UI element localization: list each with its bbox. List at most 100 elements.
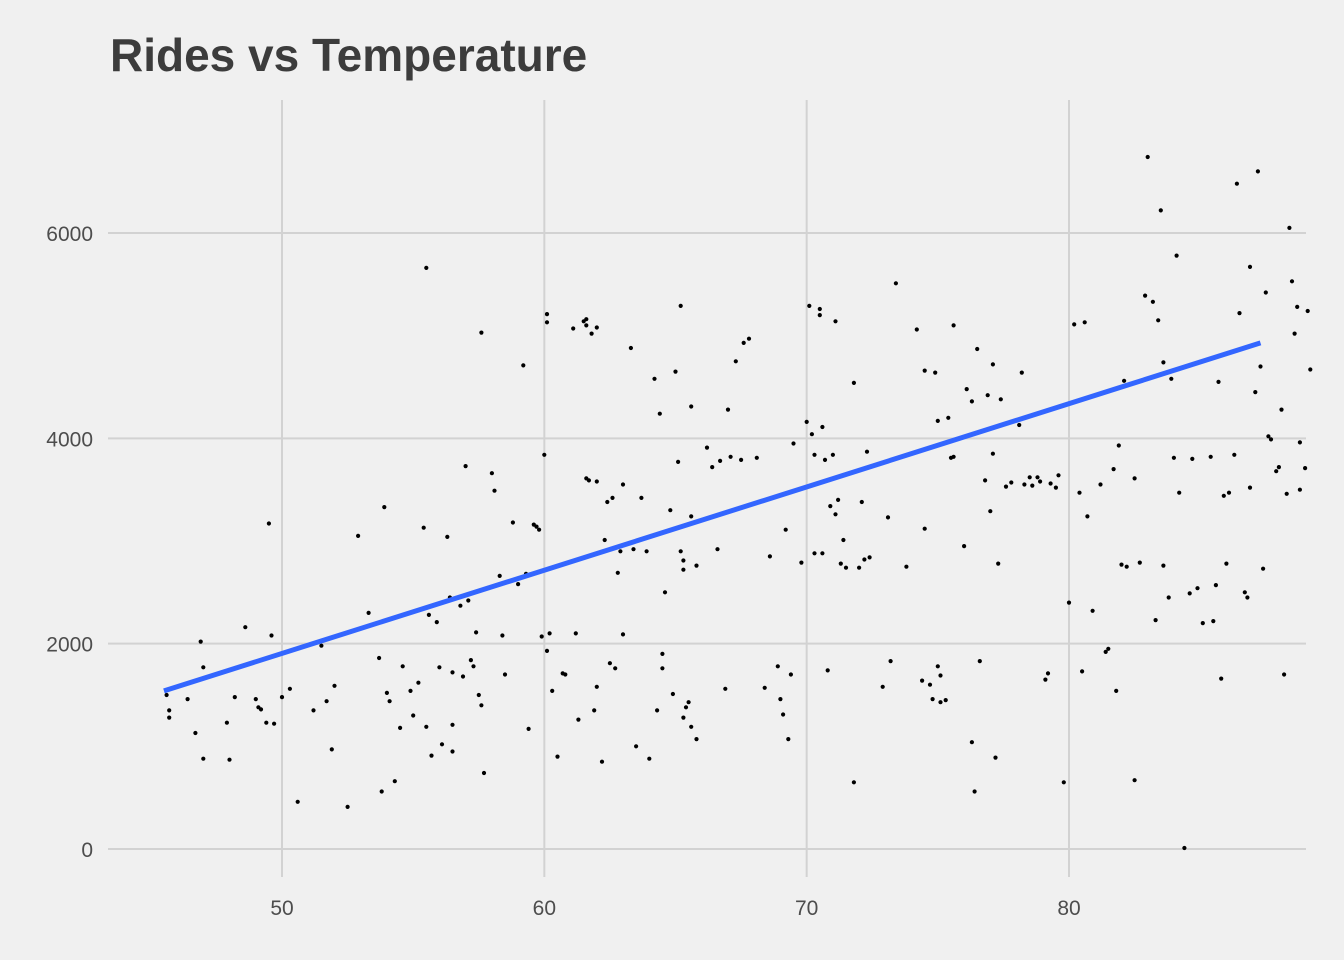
- data-point-289: [1247, 485, 1253, 490]
- data-point-187: [880, 684, 885, 689]
- data-point-130: [681, 567, 686, 572]
- data-point-109: [620, 632, 626, 637]
- data-point-100: [594, 684, 599, 689]
- data-point-177: [838, 561, 843, 566]
- data-point-179: [843, 565, 849, 570]
- data-point-217: [988, 509, 993, 514]
- data-point-52: [450, 670, 455, 675]
- data-point-2: [167, 715, 172, 720]
- data-point-133: [686, 700, 691, 705]
- data-point-16: [266, 521, 271, 526]
- data-point-200: [935, 664, 940, 669]
- data-point-310: [1308, 367, 1313, 372]
- data-point-309: [1305, 308, 1310, 314]
- data-point-257: [1143, 293, 1148, 298]
- data-point-274: [1200, 621, 1205, 626]
- data-point-294: [1263, 290, 1268, 295]
- data-point-222: [998, 397, 1003, 402]
- data-point-186: [867, 555, 872, 560]
- data-point-153: [775, 664, 780, 669]
- data-point-168: [820, 424, 825, 430]
- data-point-277: [1213, 583, 1218, 588]
- data-point-239: [1072, 322, 1077, 327]
- data-point-11: [243, 625, 248, 630]
- data-point-206: [951, 323, 956, 328]
- data-point-302: [1287, 225, 1292, 230]
- data-point-250: [1116, 443, 1121, 448]
- data-point-154: [778, 697, 783, 702]
- data-point-234: [1048, 481, 1053, 486]
- data-point-171: [825, 668, 830, 673]
- data-point-199: [935, 418, 940, 423]
- data-point-305: [1295, 304, 1300, 309]
- y-tick-label-2000: 2000: [46, 634, 93, 657]
- data-point-308: [1303, 466, 1308, 471]
- data-point-211: [969, 740, 975, 745]
- data-point-98: [594, 325, 599, 330]
- data-point-243: [1085, 514, 1090, 519]
- data-point-226: [1019, 370, 1024, 375]
- data-point-122: [662, 590, 668, 595]
- data-point-165: [812, 452, 817, 457]
- data-point-160: [799, 560, 804, 565]
- data-point-47: [437, 665, 442, 670]
- data-point-166: [817, 306, 822, 312]
- data-point-300: [1282, 672, 1287, 677]
- axis-tick-labels: 50 60 70 80 0 2000 4000 6000: [46, 223, 1080, 920]
- data-point-116: [647, 756, 652, 761]
- data-point-292: [1258, 364, 1263, 369]
- data-point-159: [791, 441, 796, 446]
- data-point-26: [332, 683, 337, 688]
- data-point-96: [589, 331, 594, 336]
- data-point-97: [592, 708, 597, 713]
- data-point-174: [833, 512, 838, 517]
- data-point-299: [1279, 407, 1284, 412]
- data-point-6: [201, 665, 206, 670]
- data-point-105: [610, 495, 615, 500]
- data-point-49: [445, 534, 450, 540]
- data-point-144: [725, 407, 731, 412]
- data-point-193: [920, 678, 925, 683]
- data-point-281: [1224, 561, 1229, 566]
- data-point-132: [683, 705, 689, 710]
- data-point-54: [458, 603, 463, 608]
- data-point-27: [345, 804, 350, 810]
- data-point-81: [544, 320, 550, 325]
- data-point-57: [466, 598, 471, 603]
- data-point-285: [1237, 311, 1242, 316]
- data-point-178: [841, 537, 846, 543]
- x-tick-label-50: 50: [270, 897, 293, 920]
- data-point-29: [366, 610, 371, 616]
- data-point-219: [990, 362, 996, 367]
- data-point-258: [1145, 154, 1150, 160]
- data-point-301: [1284, 491, 1289, 496]
- data-point-135: [689, 514, 694, 519]
- data-point-279: [1219, 676, 1224, 681]
- data-point-181: [851, 380, 857, 385]
- data-point-242: [1082, 320, 1087, 325]
- data-point-19: [279, 695, 285, 700]
- data-point-58: [468, 658, 473, 663]
- data-point-230: [1035, 475, 1040, 480]
- data-point-255: [1132, 778, 1137, 783]
- data-point-237: [1061, 780, 1066, 785]
- data-point-297: [1274, 469, 1279, 474]
- data-point-34: [387, 699, 392, 704]
- data-point-78: [539, 634, 544, 639]
- data-point-83: [547, 631, 552, 636]
- data-point-140: [710, 465, 715, 470]
- data-point-280: [1221, 493, 1226, 498]
- data-point-215: [983, 478, 988, 483]
- data-point-209: [964, 387, 969, 392]
- data-point-35: [392, 779, 397, 784]
- data-point-17: [269, 633, 274, 638]
- data-point-268: [1174, 253, 1179, 258]
- data-point-128: [678, 303, 683, 308]
- data-point-188: [885, 515, 891, 520]
- data-point-223: [1003, 484, 1009, 489]
- data-point-283: [1232, 452, 1237, 457]
- data-point-107: [615, 570, 620, 575]
- data-point-70: [510, 520, 515, 525]
- data-point-241: [1080, 669, 1085, 674]
- data-point-164: [812, 551, 817, 556]
